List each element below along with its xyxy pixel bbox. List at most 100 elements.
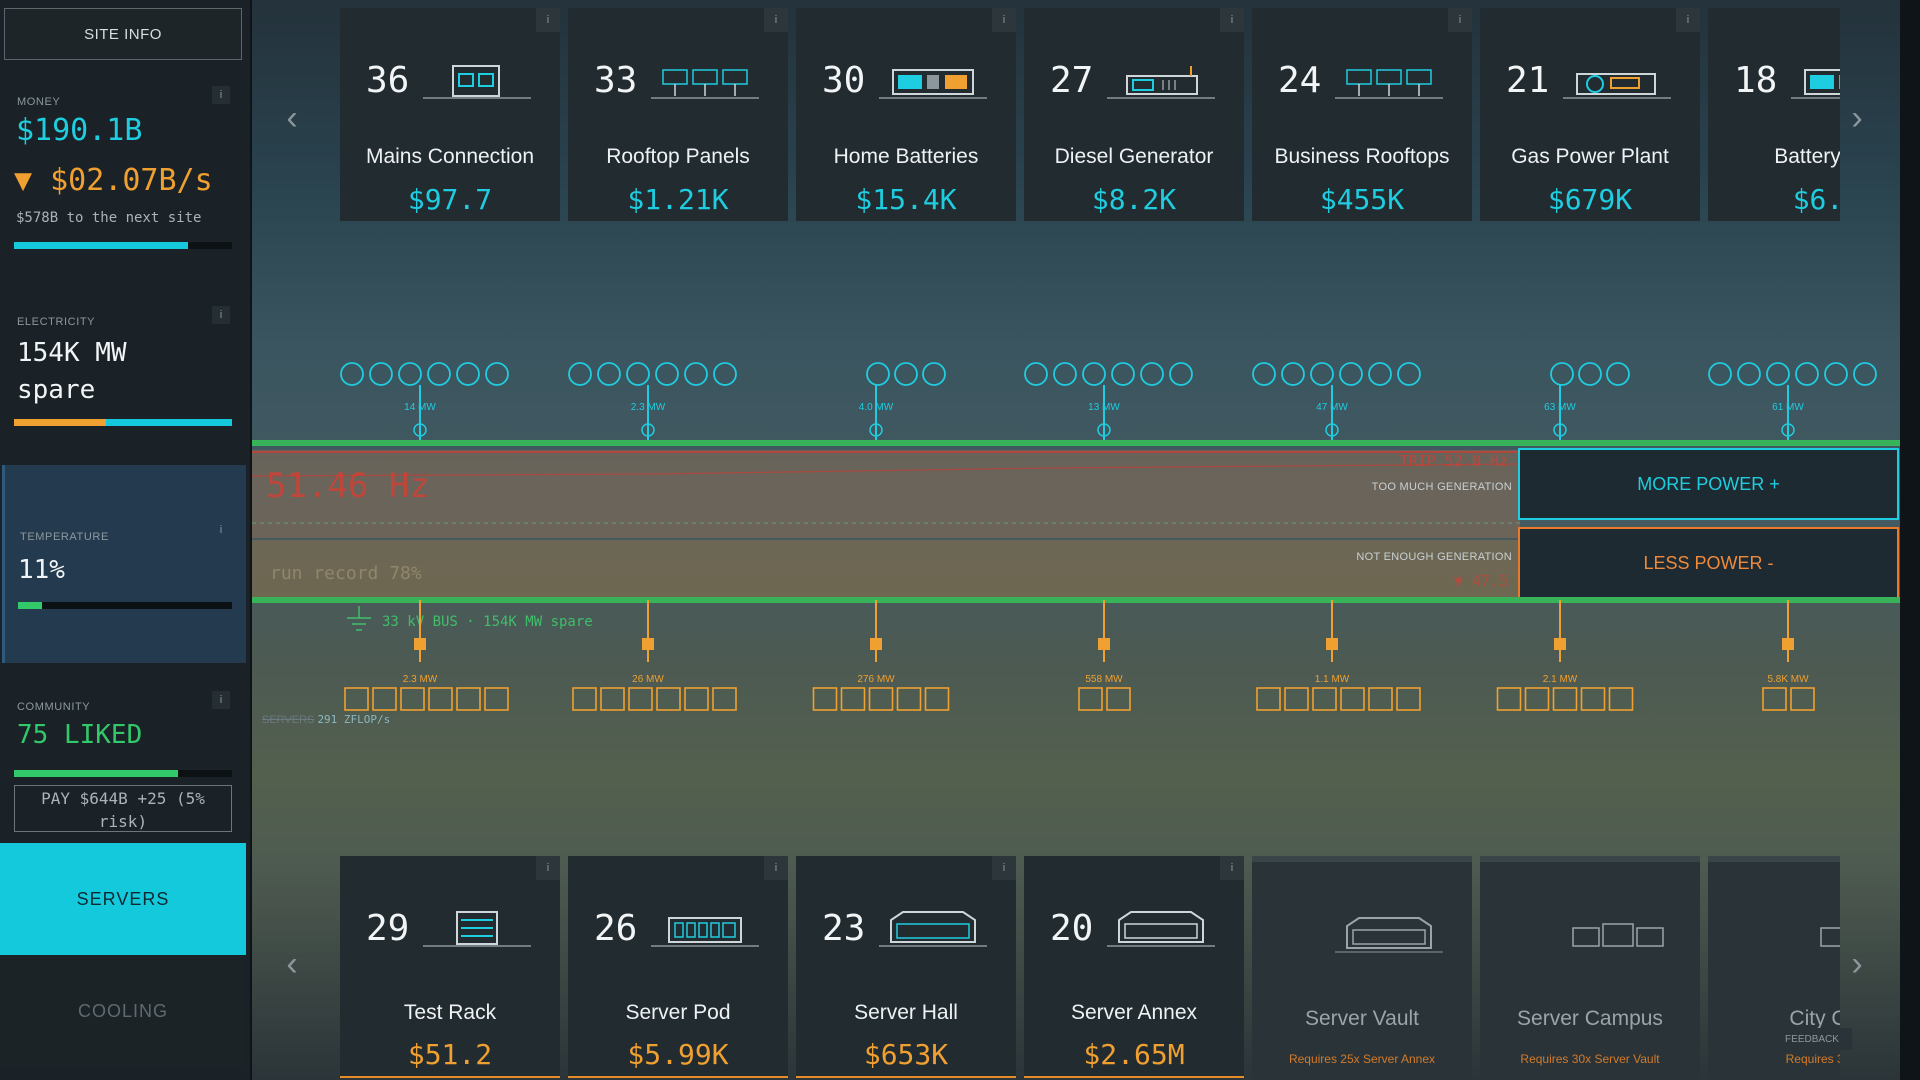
card-info-icon[interactable]: i: [764, 8, 788, 32]
electricity-generation-fill: [14, 419, 106, 426]
next-site-cost: $578B to the next site: [16, 210, 202, 226]
pay-community-button[interactable]: PAY $644B +25 (5% risk): [14, 785, 232, 832]
card-info-icon[interactable]: i: [536, 856, 560, 880]
server-unit-symbol: [1552, 687, 1578, 711]
card-count: 20: [1050, 908, 1094, 949]
temperature-fill: [18, 602, 42, 609]
server-unit-symbol: [1496, 687, 1522, 711]
money-info-icon[interactable]: i: [212, 86, 230, 104]
servers-next-arrow[interactable]: ›: [1851, 944, 1863, 983]
card-info-icon[interactable]: i: [1220, 856, 1244, 880]
card-title: Server Vault: [1305, 1007, 1419, 1030]
generator-card-5[interactable]: i 21 Gas Power Plant $679K: [1480, 8, 1700, 221]
generator-card-6[interactable]: i18Battery C$6.: [1708, 8, 1840, 221]
card-price: $679K: [1547, 183, 1633, 216]
server-unit-symbol: [400, 687, 425, 711]
servers-prev-arrow[interactable]: ‹: [286, 944, 298, 983]
generator-unit-symbol: [713, 362, 737, 386]
electricity-bar: [14, 419, 232, 426]
feedback-button[interactable]: FEEDBACK: [1772, 1028, 1852, 1050]
server-card-1[interactable]: i 26 Server Pod $5.99K: [568, 856, 788, 1078]
card-price: $8.2K: [1091, 183, 1177, 216]
solar-panels-icon: [1335, 69, 1443, 99]
generators-prev-arrow[interactable]: ‹: [286, 98, 298, 137]
card-title: Server Campus: [1517, 1007, 1663, 1030]
card-title: Test Rack: [403, 1001, 497, 1024]
generator-card-2[interactable]: i 30 Home Batteries $15.4K: [796, 8, 1016, 221]
card-price: $455K: [1319, 183, 1405, 216]
card-info-icon[interactable]: i: [1220, 8, 1244, 32]
temperature-bar: [18, 602, 232, 609]
city-icon: [1820, 927, 1840, 947]
card-info-icon[interactable]: i: [992, 856, 1016, 880]
server-card-5[interactable]: Server Campus Requires 30x Server Vault: [1480, 856, 1700, 1078]
server-mw-label: 2.3 MW: [403, 674, 438, 685]
breaker-symbol: [1554, 638, 1566, 650]
server-unit-symbol: [1762, 687, 1787, 711]
server-unit-symbol: [1580, 687, 1606, 711]
card-title: Diesel Generator: [1054, 145, 1214, 168]
generator-card-3[interactable]: i 27 Diesel Generator $8.2K: [1024, 8, 1244, 221]
server-unit-symbol: [344, 687, 369, 711]
card-count: 29: [366, 908, 410, 949]
server-unit-symbol: [628, 687, 653, 711]
generator-unit-symbol: [1397, 362, 1421, 386]
generator-card-4[interactable]: i 24 Business Rooftops $455K: [1252, 8, 1472, 221]
generator-unit-symbol: [1169, 362, 1193, 386]
more-power-button[interactable]: MORE POWER +: [1518, 448, 1899, 520]
card-title: Server Hall: [854, 1001, 958, 1024]
server-unit-symbol: [1524, 687, 1550, 711]
generator-mw-label: 4.0 MW: [859, 402, 894, 413]
generator-unit-symbol: [456, 362, 480, 386]
community-label: COMMUNITY: [17, 701, 91, 713]
transformer-symbol: [1325, 423, 1339, 437]
generator-unit-symbol: [1737, 362, 1761, 386]
transformer-symbol: [869, 423, 883, 437]
card-price: $2.65M: [1083, 1038, 1185, 1071]
generator-unit-symbol: [369, 362, 393, 386]
generator-unit-symbol: [1339, 362, 1363, 386]
tab-cooling[interactable]: COOLING: [0, 955, 246, 1067]
generator-unit-symbol: [1252, 362, 1276, 386]
main-area: i 36 Mains Connection $97.7 i 33 Rooftop Panel…: [252, 0, 1900, 1080]
generator-card-0[interactable]: i 36 Mains Connection $97.7: [340, 8, 560, 221]
generator-card-1[interactable]: i 33 Rooftop Panels $1.21K: [568, 8, 788, 221]
community-info-icon[interactable]: i: [212, 691, 230, 709]
less-power-button[interactable]: LESS POWER -: [1518, 527, 1899, 599]
server-unit-symbol: [484, 687, 509, 711]
community-fill: [14, 770, 178, 777]
card-info-icon[interactable]: i: [992, 8, 1016, 32]
card-requirement: Requires 30x Server Vault: [1520, 1052, 1660, 1066]
server-unit-symbol: [656, 687, 681, 711]
card-info-icon[interactable]: i: [1448, 8, 1472, 32]
server-unit-symbol: [896, 687, 922, 711]
money-label: MONEY: [17, 96, 61, 108]
server-annex-icon: [1107, 911, 1215, 947]
temperature-info-icon[interactable]: i: [219, 524, 223, 536]
server-mw-label: 1.1 MW: [1315, 674, 1350, 685]
card-price: $5.99K: [627, 1038, 729, 1071]
site-info-button[interactable]: SITE INFO: [4, 8, 242, 60]
server-card-4[interactable]: Server Vault Requires 25x Server Annex: [1252, 856, 1472, 1078]
generator-unit-symbol: [1606, 362, 1630, 386]
server-card-2[interactable]: i 23 Server Hall $653K: [796, 856, 1016, 1078]
temperature-value: 11%: [18, 555, 65, 585]
electricity-info-icon[interactable]: i: [212, 306, 230, 324]
money-progress-bar: [14, 242, 232, 249]
server-campus-icon: [1572, 923, 1664, 947]
tab-servers[interactable]: SERVERS: [0, 843, 246, 955]
run-record: run record 78%: [270, 563, 422, 584]
server-unit-symbol: [456, 687, 481, 711]
card-info-icon[interactable]: i: [764, 856, 788, 880]
frequency-trace: [252, 451, 1520, 524]
server-card-3[interactable]: i 20 Server Annex $2.65M: [1024, 856, 1244, 1078]
money-value: $190.1B: [16, 113, 143, 148]
generators-next-arrow[interactable]: ›: [1851, 98, 1863, 137]
card-info-icon[interactable]: i: [1676, 8, 1700, 32]
server-card-0[interactable]: i 29 Test Rack $51.2: [340, 856, 560, 1078]
card-info-icon[interactable]: i: [536, 8, 560, 32]
trip-high-label: TRIP 52.0 Hz: [1399, 452, 1508, 470]
card-price: $51.2: [407, 1038, 493, 1071]
card-count: 30: [822, 60, 866, 101]
zflops-value: 291 ZFLOP/s: [317, 713, 391, 726]
